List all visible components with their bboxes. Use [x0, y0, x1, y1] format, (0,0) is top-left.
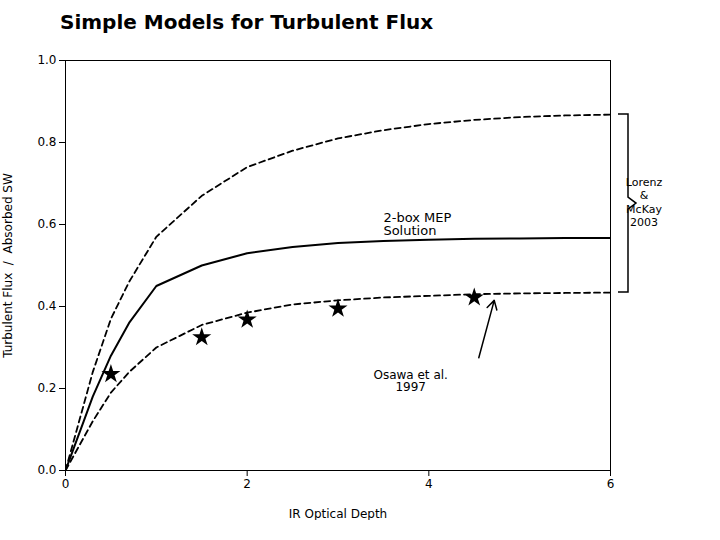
svg-text:Lorenz&McKay2003: Lorenz&McKay2003	[626, 176, 663, 229]
svg-text:Osawa et al.1997: Osawa et al.1997	[373, 368, 447, 394]
svg-text:IR Optical Depth: IR Optical Depth	[289, 507, 387, 521]
svg-text:0.0: 0.0	[37, 463, 56, 477]
svg-text:0.6: 0.6	[37, 217, 56, 231]
html-text:Simple Models for Turbulent Fl: Simple Models for Turbulent Flux	[60, 10, 434, 34]
svg-text:2-box MEPSolution: 2-box MEPSolution	[383, 210, 451, 238]
svg-text:0.8: 0.8	[37, 135, 56, 149]
svg-text:2: 2	[243, 477, 251, 491]
svg-text:Turbulent Flux / Absorbed SW: Turbulent Flux / Absorbed SW	[1, 173, 15, 359]
svg-text:0.4: 0.4	[37, 299, 56, 313]
svg-text:0.2: 0.2	[37, 381, 56, 395]
svg-text:1.0: 1.0	[37, 53, 56, 67]
svg-text:0: 0	[62, 477, 70, 491]
svg-text:6: 6	[607, 477, 615, 491]
svg-text:4: 4	[425, 477, 433, 491]
